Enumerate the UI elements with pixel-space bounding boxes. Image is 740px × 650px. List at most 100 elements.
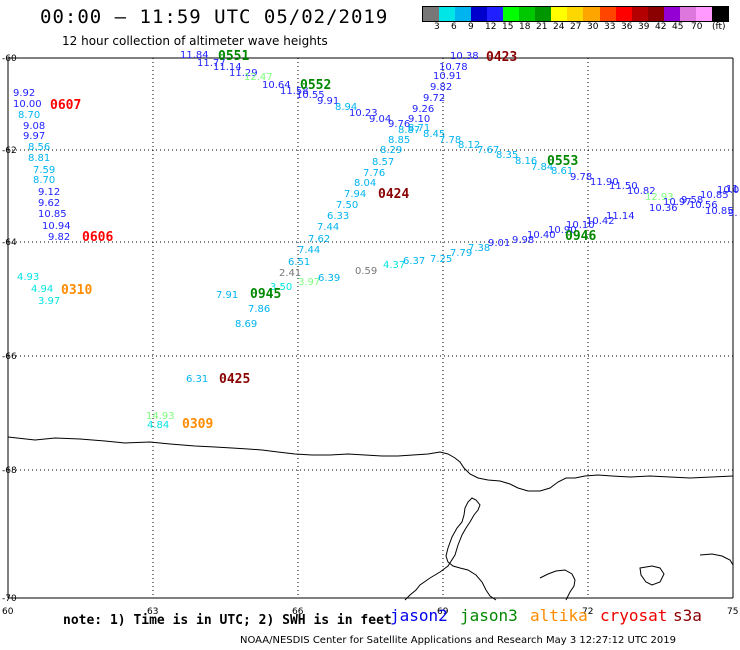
scale-swatch <box>455 7 472 21</box>
swh-value: 7.38 <box>468 243 490 254</box>
longitude-label: 75 <box>727 607 738 617</box>
swh-value: 10.85 <box>700 190 729 201</box>
swh-value: 6.33 <box>327 211 349 222</box>
swh-value: 10.78 <box>439 62 468 73</box>
swh-value: 9.58 <box>681 195 703 206</box>
swh-value: 8.61 <box>551 166 573 177</box>
swh-value: 8.45 <box>423 129 445 140</box>
pass-time-label: 0606 <box>82 230 113 245</box>
scale-swatch <box>423 7 440 21</box>
scale-label: 30 <box>587 22 599 32</box>
scale-swatch <box>647 7 664 21</box>
scale-label: 6 <box>451 22 457 32</box>
latitude-label: -62 <box>2 146 17 156</box>
scale-swatch <box>695 7 712 21</box>
legend-cryosat: cryosat <box>600 606 668 625</box>
map-title: 00:00 – 11:59 UTC 05/02/2019 <box>40 6 389 28</box>
swh-value: 9.97 <box>23 131 45 142</box>
scale-label: 3 <box>434 22 440 32</box>
swh-value: 7.86 <box>248 304 270 315</box>
swh-value: 3.97 <box>38 296 60 307</box>
swh-value: 8.87 <box>398 125 420 136</box>
swh-value: 11 <box>726 184 739 195</box>
pass-time-label: 0551 <box>218 49 249 64</box>
swh-value: 7.59 <box>33 165 55 176</box>
swh-value: 9.04 <box>369 114 391 125</box>
swh-value: 9.98 <box>512 235 534 246</box>
swh-value: 8.71 <box>408 123 430 134</box>
scale-label: 15 <box>502 22 514 32</box>
scale-label: 27 <box>570 22 582 32</box>
pass-time-labels: 0551 0552 0553 0423 0424 0425 0607 0606 0310 0309… <box>50 49 596 432</box>
swh-value: 11.90 <box>590 177 619 188</box>
swh-value: 4.94 <box>31 284 53 295</box>
map-grid: 60 63 66 69 72 75 -60 -62 -64 -66 -68 -70 <box>2 54 738 617</box>
scale-swatch <box>535 7 552 21</box>
swh-value: 11.58 <box>280 86 309 97</box>
swh-value: 14.93 <box>146 411 175 422</box>
swh-value: 10.97 <box>663 197 692 208</box>
credit-line: NOAA/NESDIS Center for Satellite Applica… <box>240 635 676 646</box>
swh-value: 10.56 <box>689 200 718 211</box>
swh-value: 10.82 <box>627 186 656 197</box>
legend-jason3: jason3 <box>460 606 518 625</box>
scale-swatch <box>599 7 616 21</box>
swh-value: 8.70 <box>33 175 55 186</box>
pass-time-label: 0309 <box>182 417 213 432</box>
swh-value: 10.85 <box>38 209 67 220</box>
swh-value: 4.93 <box>17 272 39 283</box>
swh-value: 4.84 <box>147 420 169 431</box>
swh-value: 8.81 <box>28 153 50 164</box>
swh-value: 7.44 <box>298 245 320 256</box>
swh-value: 0.59 <box>355 266 377 277</box>
swh-value: 8.56 <box>28 142 50 153</box>
swh-value: 6.31 <box>186 374 208 385</box>
swh-value: 7.91 <box>216 290 238 301</box>
swh-value: 10.38 <box>450 51 479 62</box>
swh-value: 8.04 <box>354 178 376 189</box>
swh-value: 8.94 <box>335 102 357 113</box>
swh-value: 10.55 <box>296 90 325 101</box>
swh-value: 7.50 <box>336 200 358 211</box>
swh-value: 11.29 <box>229 68 258 79</box>
map-subtitle: 12 hour collection of altimeter wave hei… <box>62 34 328 48</box>
swh-value: 8.35 <box>496 150 518 161</box>
swh-value: 10.40 <box>527 230 556 241</box>
scale-swatch <box>551 7 568 21</box>
latitude-label: -70 <box>2 594 17 604</box>
swh-value: 10.91 <box>433 71 462 82</box>
scale-label: 42 <box>655 22 667 32</box>
swh-value: 9. <box>728 208 738 219</box>
swh-value: 7.84 <box>531 162 553 173</box>
swh-value: 8.69 <box>235 319 257 330</box>
pass-time-label: 0552 <box>300 78 331 93</box>
longitude-label: 63 <box>147 607 158 617</box>
swh-value: 4.37 <box>383 260 405 271</box>
scale-swatch <box>679 7 696 21</box>
swh-value: 10.94 <box>42 221 71 232</box>
swh-value: 6.39 <box>318 273 340 284</box>
scale-swatch <box>631 7 648 21</box>
swh-value: 8.16 <box>515 156 537 167</box>
scale-label: 36 <box>621 22 633 32</box>
wave-height-values: 11.8411.7711.1411.2912.4710.6411.5810.55… <box>13 50 740 431</box>
swh-value: 8.57 <box>372 157 394 168</box>
swh-value: 7.76 <box>363 168 385 179</box>
swh-value: 7.78 <box>439 135 461 146</box>
swh-value: 10.36 <box>649 203 678 214</box>
swh-value: 9.78 <box>570 172 592 183</box>
longitude-label: 69 <box>437 607 449 617</box>
scale-swatch <box>471 7 488 21</box>
color-scale-bar <box>422 6 729 22</box>
latitude-label: -60 <box>2 54 17 64</box>
swh-value: 7.67 <box>477 145 499 156</box>
swh-value: 3.97 <box>298 277 320 288</box>
swh-value: 11.84 <box>180 50 209 61</box>
latitude-label: -66 <box>2 352 17 362</box>
swh-value: 8.29 <box>380 145 402 156</box>
pass-time-label: 0946 <box>565 229 596 244</box>
swh-value: 9.92 <box>13 88 35 99</box>
swh-value: 10.23 <box>349 108 378 119</box>
legend-altika: altika <box>530 606 588 625</box>
